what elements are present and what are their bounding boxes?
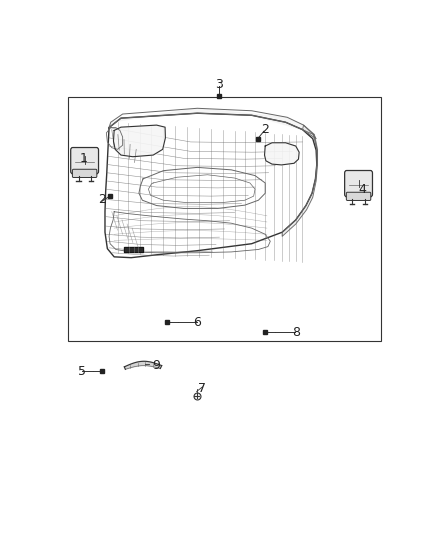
- Text: 3: 3: [215, 78, 223, 91]
- Text: 5: 5: [78, 365, 86, 378]
- Polygon shape: [282, 125, 318, 236]
- Text: 6: 6: [194, 316, 201, 329]
- Text: 1: 1: [80, 152, 88, 165]
- Text: 4: 4: [358, 183, 366, 196]
- Polygon shape: [265, 143, 299, 165]
- Text: 7: 7: [198, 382, 206, 394]
- Text: 2: 2: [261, 123, 269, 136]
- Bar: [68, 97, 381, 341]
- FancyBboxPatch shape: [71, 148, 99, 174]
- Polygon shape: [124, 247, 143, 252]
- Polygon shape: [109, 108, 314, 134]
- FancyBboxPatch shape: [345, 171, 372, 197]
- Polygon shape: [113, 125, 166, 157]
- FancyBboxPatch shape: [346, 192, 371, 200]
- Text: 9: 9: [153, 359, 160, 372]
- Polygon shape: [124, 361, 162, 369]
- Text: 8: 8: [292, 326, 300, 340]
- Text: 2: 2: [99, 193, 106, 206]
- FancyBboxPatch shape: [72, 169, 97, 177]
